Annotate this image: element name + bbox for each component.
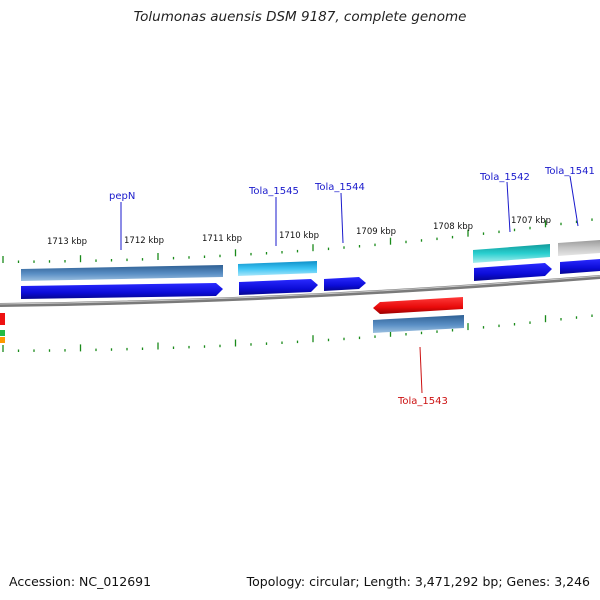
gene-arrow-tola-1545[interactable] — [239, 279, 318, 295]
label-tola-1543: Tola_1543 — [397, 396, 448, 407]
tick-label-1708: 1708 kbp — [433, 222, 473, 232]
label-tola-1541: Tola_1541 — [544, 166, 595, 177]
topology-text: Topology: circular; Length: 3,471,292 bp… — [246, 574, 590, 589]
gene-bar-tola-1545-sky[interactable] — [238, 261, 317, 276]
tick-labels: 1713 kbp 1712 kbp 1711 kbp 1710 kbp 1709… — [47, 216, 551, 247]
tick-label-1711: 1711 kbp — [202, 234, 242, 244]
gene-arrow-pepN[interactable] — [21, 283, 223, 299]
gene-arrow-tola-1541[interactable] — [560, 259, 600, 274]
map-title: Tolumonas auensis DSM 9187, complete gen… — [133, 9, 467, 25]
label-tola-1542: Tola_1542 — [479, 172, 530, 183]
leader-tola-1542 — [506, 181, 511, 233]
inner-tick-ring — [2, 314, 593, 352]
edge-gene-red[interactable] — [0, 313, 5, 325]
tick-label-1707: 1707 kbp — [511, 216, 551, 226]
accession-text: Accession: NC_012691 — [9, 574, 152, 589]
edge-gene-orange[interactable] — [0, 337, 5, 343]
edge-gene-green[interactable] — [0, 330, 5, 336]
label-pepN: pepN — [109, 191, 135, 202]
label-tola-1545: Tola_1545 — [248, 186, 299, 197]
tick-label-1712: 1712 kbp — [124, 236, 164, 246]
outer-tick-ring — [2, 218, 593, 263]
leader-tola-1541 — [569, 175, 579, 227]
genome-backbone-highlight — [0, 275, 600, 305]
label-leaders — [120, 175, 579, 394]
gene-bar-tola-1541-gray[interactable] — [558, 240, 600, 256]
gene-arrows-forward — [21, 259, 600, 299]
gene-arrow-tola-1544[interactable] — [324, 277, 366, 291]
gene-features-lower — [0, 297, 464, 343]
gene-bar-tola-1543-steel[interactable] — [373, 315, 464, 333]
gene-arrow-tola-1542[interactable] — [474, 263, 552, 281]
tick-label-1713: 1713 kbp — [47, 237, 87, 247]
label-tola-1544: Tola_1544 — [314, 182, 365, 193]
tick-label-1709: 1709 kbp — [356, 227, 396, 237]
gene-features-upper — [21, 240, 600, 281]
tick-label-1710: 1710 kbp — [279, 231, 319, 241]
leader-tola-1544 — [340, 192, 344, 244]
leader-tola-1543 — [419, 346, 423, 394]
gene-arrow-tola-1543[interactable] — [373, 297, 463, 314]
gene-bar-pepN-steel[interactable] — [21, 265, 223, 281]
genome-backbone — [0, 275, 600, 307]
gene-bar-tola-1542-teal[interactable] — [473, 244, 550, 263]
gene-labels: pepN Tola_1545 Tola_1544 Tola_1542 Tola_… — [109, 166, 595, 407]
